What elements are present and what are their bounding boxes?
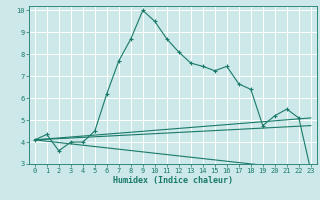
X-axis label: Humidex (Indice chaleur): Humidex (Indice chaleur) bbox=[113, 176, 233, 185]
